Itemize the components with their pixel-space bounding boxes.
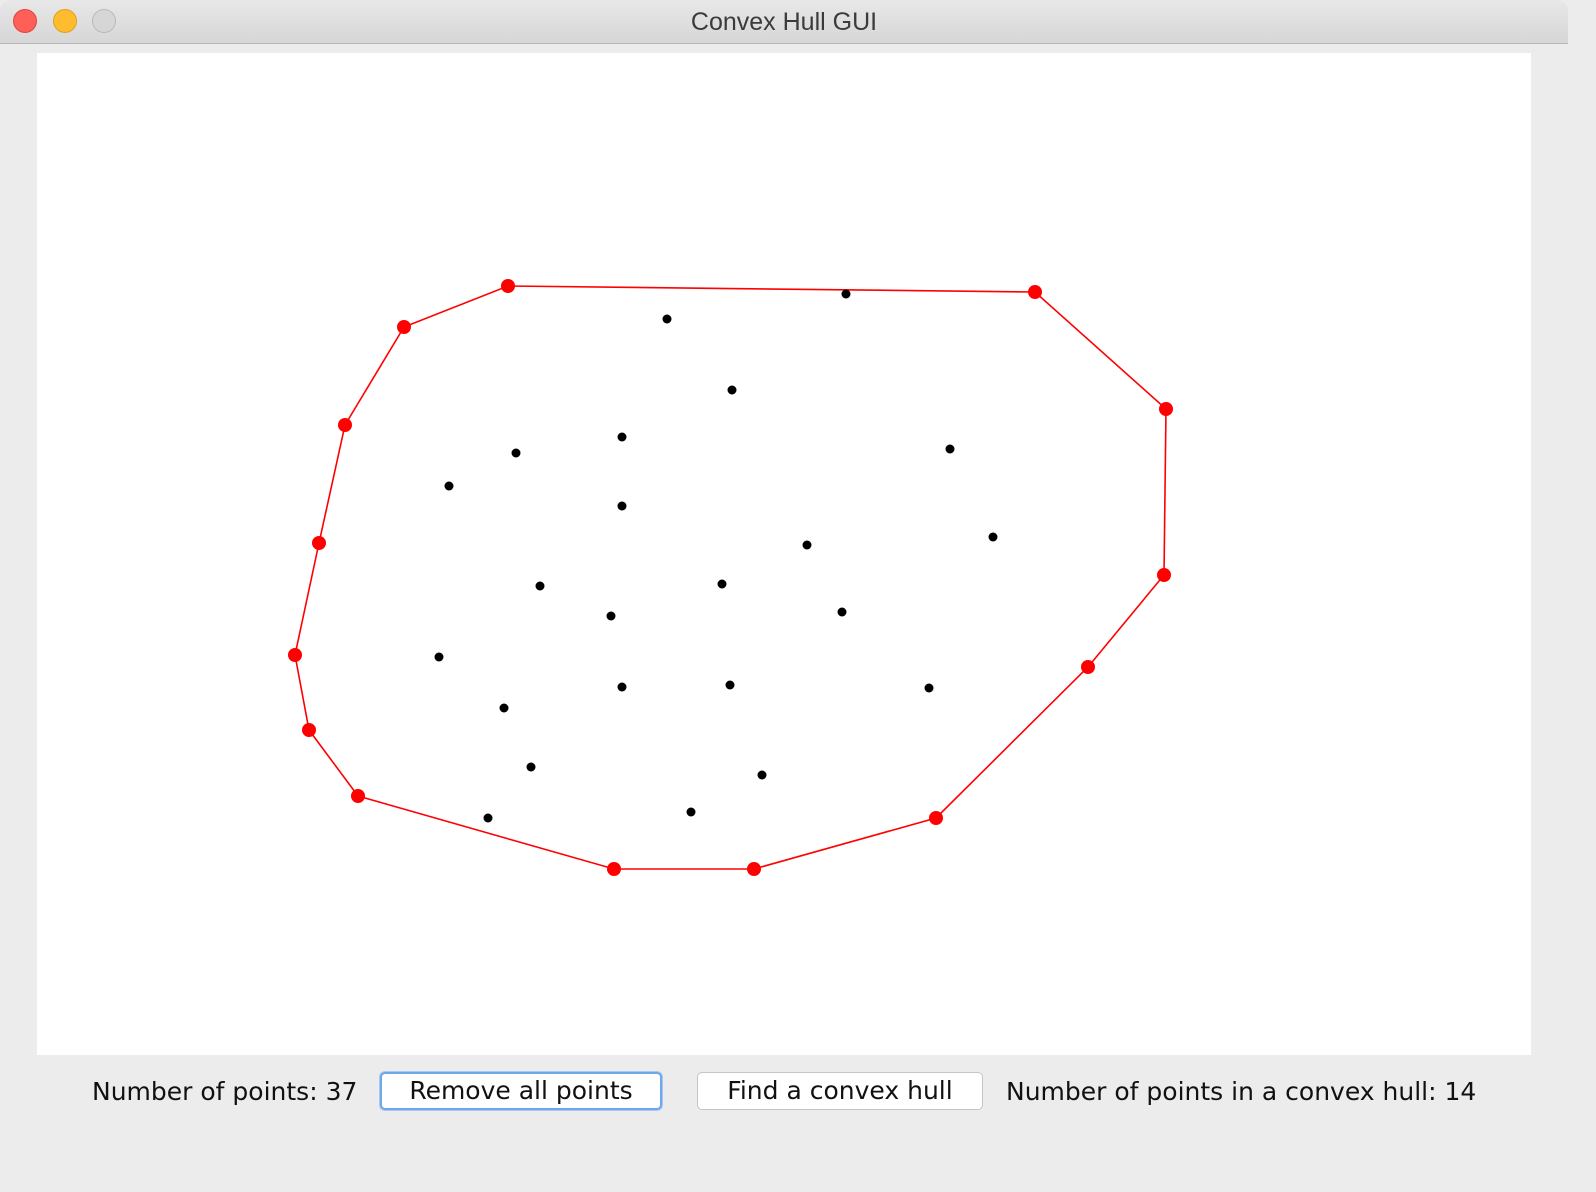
title-bar: Convex Hull GUI	[0, 0, 1568, 44]
interior-point	[802, 540, 812, 550]
hull-point	[312, 536, 326, 550]
interior-point	[841, 289, 851, 299]
interior-point	[757, 770, 767, 780]
hull-point	[929, 811, 943, 825]
interior-point	[434, 652, 444, 662]
interior-point	[444, 481, 454, 491]
interior-point	[725, 680, 735, 690]
hull-point	[302, 723, 316, 737]
minimize-window-button[interactable]	[53, 9, 77, 33]
zoom-window-button[interactable]	[92, 9, 116, 33]
interior-point	[526, 762, 536, 772]
hull-point	[1028, 285, 1042, 299]
interior-point	[535, 581, 545, 591]
app-window: Convex Hull GUI Number of points: 37 Rem…	[0, 0, 1568, 1126]
interior-point	[499, 703, 509, 713]
window-title: Convex Hull GUI	[690, 8, 878, 36]
interior-point	[662, 314, 672, 324]
interior-point	[945, 444, 955, 454]
hull-point	[397, 320, 411, 334]
hull-point	[1081, 660, 1095, 674]
interior-point	[727, 385, 737, 395]
convex-hull-outline	[294, 285, 1167, 870]
remove-all-points-button[interactable]: Remove all points	[380, 1072, 662, 1110]
hull-point	[501, 279, 515, 293]
hull-point	[607, 862, 621, 876]
interior-point	[483, 813, 493, 823]
hull-count-label: Number of points in a convex hull: 14	[1006, 1077, 1477, 1106]
interior-point	[717, 579, 727, 589]
drawing-canvas[interactable]	[37, 53, 1531, 1055]
points-plot	[288, 279, 1173, 876]
hull-point	[338, 418, 352, 432]
interior-point	[511, 448, 521, 458]
interior-point	[617, 501, 627, 511]
close-window-button[interactable]	[13, 9, 37, 33]
interior-point	[686, 807, 696, 817]
interior-point	[606, 611, 616, 621]
interior-point	[617, 432, 627, 442]
hull-point	[1157, 568, 1171, 582]
control-panel: Number of points: 37 Remove all points F…	[0, 1066, 1568, 1126]
points-count-label: Number of points: 37	[92, 1077, 358, 1106]
interior-point	[617, 682, 627, 692]
hull-point	[351, 789, 365, 803]
hull-point	[1159, 402, 1173, 416]
interior-point	[988, 532, 998, 542]
hull-point	[288, 648, 302, 662]
find-convex-hull-button[interactable]: Find a convex hull	[697, 1072, 983, 1110]
hull-point	[747, 862, 761, 876]
interior-point	[837, 607, 847, 617]
interior-point	[924, 683, 934, 693]
